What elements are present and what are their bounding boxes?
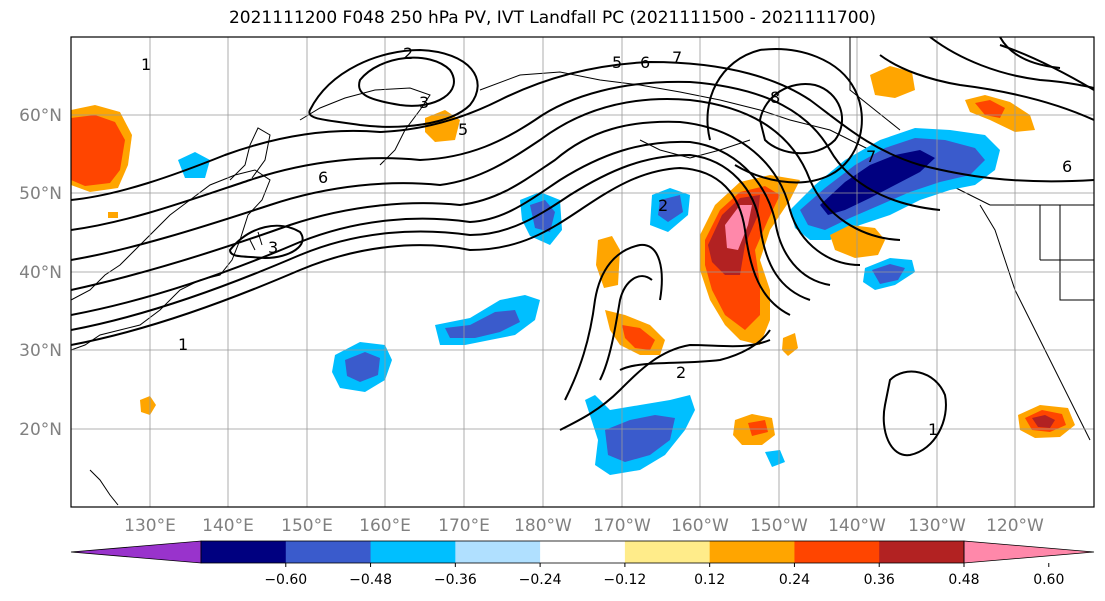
- lon-label: 160°E: [359, 516, 411, 536]
- colorbar-extend-low: [70, 540, 202, 564]
- contour-label: 6: [640, 53, 650, 72]
- ivt-shading: [71, 66, 1075, 475]
- lat-label: 40°N: [19, 263, 62, 283]
- colorbar-tick-label: −0.12: [603, 572, 646, 588]
- lon-label: 170°W: [593, 516, 651, 536]
- colorbar-extend-high: [963, 540, 1095, 564]
- contour-label-group: 2 3 5 6 7 8 6 5 1 2 7 3 2 1 1 6: [141, 44, 1072, 439]
- colorbar: −0.60 −0.48 −0.36 −0.24 −0.12 0.12 0.24 0.36 0.4…: [70, 540, 1095, 588]
- contour-label: 2: [658, 196, 668, 215]
- contour-label: 6: [1062, 157, 1072, 176]
- lon-label: 130°W: [908, 516, 966, 536]
- colorbar-swatch: [201, 541, 287, 563]
- colorbar-tick-label: −0.60: [264, 572, 307, 588]
- gridlines: [71, 37, 1094, 507]
- colorbar-tick-label: −0.36: [434, 572, 477, 588]
- lon-label: 170°E: [438, 516, 490, 536]
- contour-label: 7: [866, 147, 876, 166]
- lat-label: 60°N: [19, 106, 62, 126]
- contour-label: 2: [676, 363, 686, 382]
- lon-label: 120°W: [986, 516, 1044, 536]
- contour-label: 3: [419, 93, 429, 112]
- colorbar-outline: [200, 540, 965, 564]
- colorbar-tick-label: 0.24: [779, 572, 810, 588]
- colorbar-tick-label: −0.48: [349, 572, 392, 588]
- latitude-labels: 60°N 50°N 40°N 30°N 20°N: [19, 106, 62, 440]
- lon-label: 150°E: [281, 516, 333, 536]
- colorbar-tick-label: 0.48: [948, 572, 979, 588]
- lon-label: 150°W: [750, 516, 808, 536]
- colorbar-tick-label: 0.12: [694, 572, 725, 588]
- contour-label: 1: [178, 335, 188, 354]
- map-title: 2021111200 F048 250 hPa PV, IVT Landfall…: [228, 8, 876, 28]
- colorbar-swatch: [709, 541, 795, 563]
- contour-label: 1: [141, 55, 151, 74]
- contour-label: 2: [403, 44, 413, 63]
- contour-label: 5: [612, 53, 622, 72]
- contour-label: 6: [318, 168, 328, 187]
- colorbar-swatch: [879, 541, 965, 563]
- colorbar-swatch: [794, 541, 880, 563]
- contour-label: 1: [928, 420, 938, 439]
- colorbar-tick-label: 0.36: [864, 572, 895, 588]
- colorbar-tick-label: −0.24: [519, 572, 562, 588]
- colorbar-swatch: [455, 541, 541, 563]
- map-frame: [70, 36, 1095, 508]
- contour-label: 8: [770, 88, 780, 107]
- map-panel: 2 3 5 6 7 8 6 5 1 2 7 3 2 1 1 6: [71, 37, 1094, 507]
- lon-label: 160°W: [671, 516, 729, 536]
- contour-label: 7: [672, 48, 682, 67]
- longitude-labels: 130°E 140°E 150°E 160°E 170°E 180°W 170°…: [124, 516, 1044, 536]
- colorbar-swatch: [285, 541, 372, 563]
- contour-label: 3: [268, 238, 278, 257]
- pv-contours: [71, 37, 1094, 457]
- colorbar-swatch: [370, 541, 456, 563]
- lat-label: 30°N: [19, 341, 62, 361]
- colorbar-swatch: [540, 541, 626, 563]
- colorbar-swatch: [624, 541, 711, 563]
- lat-label: 50°N: [19, 184, 62, 204]
- lon-label: 140°W: [828, 516, 886, 536]
- colorbar-tick-label: 0.60: [1033, 572, 1064, 588]
- lon-label: 130°E: [124, 516, 176, 536]
- lon-label: 180°W: [514, 516, 572, 536]
- contour-label: 5: [458, 120, 468, 139]
- lon-label: 140°E: [202, 516, 254, 536]
- lat-label: 20°N: [19, 420, 62, 440]
